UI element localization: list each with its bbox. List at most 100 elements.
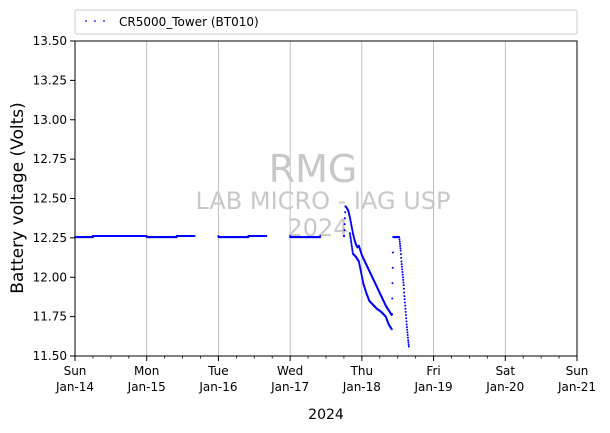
y-tick-label: 11.75 [33,310,67,324]
data-point [404,307,407,310]
x-axis: Sun Jan-14 Mon Jan-15 Tue Jan-16 Wed Jan-17 Thu J… [55,356,596,394]
series-points [74,205,410,348]
y-tick-label: 11.50 [33,349,67,363]
data-point [400,263,403,266]
data-point [349,233,352,236]
data-point [405,326,408,329]
x-tick-label-day: Sun [566,364,589,378]
y-axis-title: Battery voltage (Volts) [8,102,28,293]
data-point [407,345,410,348]
x-tick-label-date: Jan-17 [270,380,309,394]
data-point [406,328,409,331]
data-point [348,232,351,235]
x-tick-label-day: Sun [64,364,87,378]
data-point [391,266,394,269]
data-point [400,256,403,259]
x-tick-label-date: Jan-14 [55,380,94,394]
data-point [406,336,409,339]
data-point [349,238,352,241]
data-point [406,334,409,336]
data-point [398,242,401,245]
data-point [404,314,407,317]
watermark: RMG LAB MICRO - IAG USP 2024 [195,147,450,242]
x-tick-label-date: Jan-18 [342,380,381,394]
data-point [402,287,405,290]
data-point [391,282,394,285]
data-point [401,268,404,271]
x-tick-label-date: Jan-20 [485,380,524,394]
data-point [399,247,402,250]
y-tick-label: 12.00 [33,270,67,284]
data-point [402,281,405,284]
y-axis: 11.50 11.75 12.00 12.25 12.50 12.75 13.00 13.25… [33,34,75,363]
watermark-line-2: LAB MICRO - IAG USP [195,187,450,215]
data-point [406,331,409,334]
data-point [350,240,353,243]
x-tick-label-day: Wed [277,364,303,378]
x-tick-label-date: Jan-16 [198,380,237,394]
data-point [401,276,404,279]
data-point [400,265,403,268]
data-point [350,244,353,247]
data-point [400,260,403,263]
data-point [193,234,196,237]
x-tick-label-date: Jan-15 [127,380,166,394]
data-point [343,223,346,226]
legend-frame [74,9,578,35]
data-point [402,278,405,281]
data-point [399,249,402,252]
data-point [391,251,394,254]
x-axis-title: 2024 [308,407,344,423]
data-point [399,253,402,256]
data-point [351,249,354,252]
gridlines [146,41,506,356]
x-tick-label-day: Mon [134,364,159,378]
legend: CR5000_Tower (BT010) [74,9,578,35]
data-point [403,298,406,301]
data-point [407,343,410,346]
legend-label: CR5000_Tower (BT010) [119,15,259,29]
x-tick-label-day: Sat [495,364,515,378]
data-point [403,291,406,294]
x-tick-label-day: Thu [350,364,374,378]
data-point [399,245,402,248]
data-point [404,310,407,313]
data-point [402,284,405,287]
data-point [407,341,410,344]
data-point [404,304,407,307]
data-point [343,217,346,220]
data-point [319,234,322,237]
y-tick-label: 13.00 [33,113,67,127]
y-tick-label: 13.50 [33,34,67,48]
data-point [398,238,401,241]
y-tick-label: 12.75 [33,152,67,166]
x-tick-label-day: Tue [207,364,229,378]
data-point [343,229,346,232]
data-point [350,242,353,245]
data-point [391,297,394,300]
legend-marker-icon [85,20,105,22]
data-point [403,295,406,298]
data-point [401,271,404,273]
data-point [405,323,408,326]
x-tick-label-date: Jan-21 [557,380,596,394]
data-point [407,339,410,342]
y-tick-label: 12.50 [33,192,67,206]
data-point [265,234,268,237]
y-tick-label: 12.25 [33,231,67,245]
y-tick-label: 13.25 [33,73,67,87]
data-point [350,245,353,248]
data-point [344,211,347,214]
data-point [398,240,401,243]
data-point [405,320,408,323]
x-tick-label-date: Jan-19 [414,380,453,394]
data-point [351,247,354,250]
data-point [390,312,393,315]
data-point [390,328,393,331]
x-tick-label-day: Fri [426,364,440,378]
data-point [349,237,352,240]
data-point [343,234,346,237]
data-point [398,236,401,239]
